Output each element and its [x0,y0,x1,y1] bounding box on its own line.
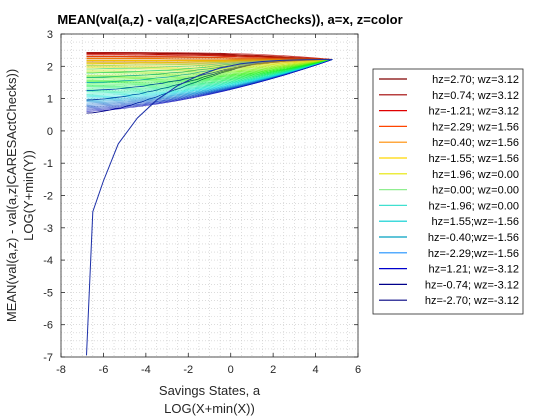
y-tick-label: -6 [43,320,53,332]
series-line-band [86,59,333,85]
legend-entry: hz=-1.21; wz=3.12 [428,106,519,118]
y-tick-label: -1 [43,158,53,170]
legend-entry: hz=-2.70; wz=-3.12 [425,295,519,307]
y-tick-label: 0 [47,126,53,138]
series-line-band [86,54,333,60]
series-line-band [86,59,333,67]
legend: hz=2.70; wz=3.12 hz=0.74; wz=3.12 hz=-1.21… [372,68,524,315]
series-line-band [86,52,333,60]
series-line-band [86,59,333,81]
series-line-band [86,59,333,65]
series-line-band [86,59,333,66]
axis-ticks: -8 -6 -4 -2 0 2 4 6 -7 -6 -5 -4 -3 -2 -1 0 1 2 3 [43,29,361,376]
series-line-band [86,59,333,86]
series-line-band [86,59,333,80]
x-tick-label: 2 [270,364,276,376]
series-line-band [86,58,333,60]
y-axis-label: MEAN(val(a,z) - val(a,z|CARESActChecks)) [4,69,19,322]
series-lines [86,51,333,356]
y-tick-label: -4 [43,255,53,267]
series-line-band [86,59,333,82]
series-line-band [86,59,333,72]
legend-entry: hz=1.96; wz=0.00 [432,169,519,181]
x-tick-label: 0 [228,364,234,376]
series-line-band [86,53,333,60]
series-line-lowest [86,59,333,356]
legend-entry: hz=-0.40;wz=-1.56 [428,232,519,244]
x-tick-label: -8 [56,364,66,376]
legend-entry: hz=2.70; wz=3.12 [432,74,519,86]
series-line-band [86,59,333,77]
x-tick-label: -4 [141,364,151,376]
series-line-band [86,55,333,60]
series-line-band [86,59,333,87]
y-tick-label: -3 [43,223,53,235]
series-line-band [86,59,333,71]
legend-entry: hz=-1.55; wz=1.56 [428,153,519,165]
series-line-band [86,59,333,68]
y-tick-label: -5 [43,287,53,299]
series-line-band [86,59,333,73]
x-tick-label: -6 [99,364,109,376]
legend-entry: hz=-0.74; wz=-3.12 [425,279,519,291]
y-tick-label: 1 [47,94,53,106]
legend-entry: hz=0.00; wz=0.00 [432,185,519,197]
x-tick-label: 6 [355,364,361,376]
y-tick-label: 3 [47,29,53,41]
x-tick-label: 4 [313,364,319,376]
y-tick-label: -7 [43,352,53,364]
legend-entry: hz=-2.29;wz=-1.56 [428,248,519,260]
series-line-band [86,59,333,79]
x-tick-label: -2 [183,364,193,376]
y-tick-label: 2 [47,61,53,73]
series-line-band [86,59,333,112]
series-line-band [86,59,333,76]
legend-entry: hz=0.40; wz=1.56 [432,137,519,149]
legend-entry: hz=1.21; wz=-3.12 [428,264,519,276]
chart-title: MEAN(val(a,z) - val(a,z|CARESActChecks))… [57,12,402,27]
series-line-band [86,57,333,60]
series-line-band [86,59,333,70]
legend-entry: hz=1.55;wz=-1.56 [432,216,519,228]
x-axis-label: Savings States, a [159,383,261,398]
series-line-band [86,59,333,63]
y-tick-label: -2 [43,191,53,203]
x-axis-sublabel: LOG(X+min(X)) [164,401,255,416]
series-line-band [86,59,333,84]
y-axis-sublabel: LOG(Y+min(Y)) [21,150,36,241]
legend-entry: hz=2.29; wz=1.56 [432,121,519,133]
legend-box [372,68,524,315]
legend-entry: hz=0.74; wz=3.12 [432,90,519,102]
legend-entry: hz=-1.96; wz=0.00 [428,200,519,212]
